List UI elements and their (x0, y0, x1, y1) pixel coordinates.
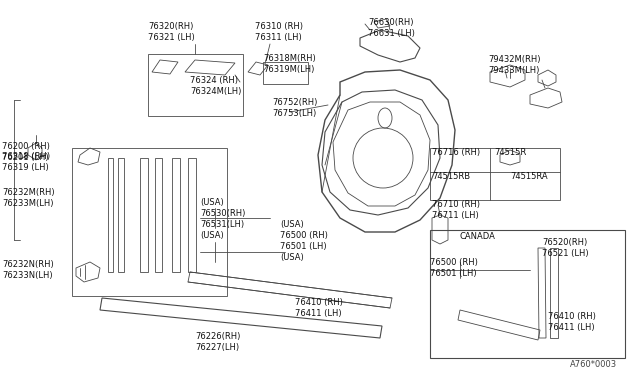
Text: (USA)
76530(RH)
76531(LH)
(USA): (USA) 76530(RH) 76531(LH) (USA) (200, 198, 245, 240)
Text: 76320(RH)
76321 (LH): 76320(RH) 76321 (LH) (148, 22, 195, 42)
Text: 76324 (RH)
76324M(LH): 76324 (RH) 76324M(LH) (190, 76, 241, 96)
Text: 76716 (RH): 76716 (RH) (432, 148, 480, 157)
Text: 76752(RH)
76753(LH): 76752(RH) 76753(LH) (272, 98, 317, 118)
Bar (430, 230, 625, 358)
Text: 79432M(RH)
79433M(LH): 79432M(RH) 79433M(LH) (488, 55, 541, 75)
Text: 76520(RH)
76521 (LH): 76520(RH) 76521 (LH) (542, 238, 589, 258)
Text: 76200 (RH)
76201 (LH): 76200 (RH) 76201 (LH) (2, 142, 50, 162)
Text: 74515RA: 74515RA (510, 172, 548, 181)
Text: 74515RB: 74515RB (432, 172, 470, 181)
Text: 76630(RH)
76631 (LH): 76630(RH) 76631 (LH) (368, 18, 415, 38)
Bar (263, 62, 308, 84)
Text: 76226(RH)
76227(LH): 76226(RH) 76227(LH) (195, 332, 241, 352)
Bar (148, 54, 243, 116)
Text: 76410 (RH)
76411 (LH): 76410 (RH) 76411 (LH) (295, 298, 343, 318)
Text: 76710 (RH)
76711 (LH): 76710 (RH) 76711 (LH) (432, 200, 480, 220)
Text: 76500 (RH)
76501 (LH): 76500 (RH) 76501 (LH) (430, 258, 478, 278)
Text: 74515R: 74515R (494, 148, 526, 157)
Text: CANADA: CANADA (460, 232, 496, 241)
Text: 76232N(RH)
76233N(LH): 76232N(RH) 76233N(LH) (2, 260, 54, 280)
Text: 76410 (RH)
76411 (LH): 76410 (RH) 76411 (LH) (548, 312, 596, 332)
Text: 76318M(RH)
76319M(LH): 76318M(RH) 76319M(LH) (263, 54, 316, 74)
Text: A760*0003: A760*0003 (570, 360, 617, 369)
Bar (430, 148, 560, 200)
Text: (USA)
76500 (RH)
76501 (LH)
(USA): (USA) 76500 (RH) 76501 (LH) (USA) (280, 220, 328, 262)
Text: 76310 (RH)
76311 (LH): 76310 (RH) 76311 (LH) (255, 22, 303, 42)
Bar (72, 148, 227, 296)
Text: 76232M(RH)
76233M(LH): 76232M(RH) 76233M(LH) (2, 188, 54, 208)
Text: 76318 (RH)
76319 (LH): 76318 (RH) 76319 (LH) (2, 152, 50, 172)
